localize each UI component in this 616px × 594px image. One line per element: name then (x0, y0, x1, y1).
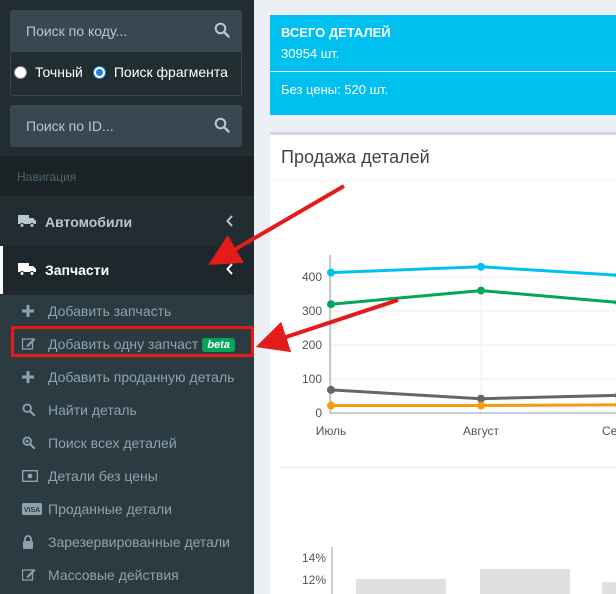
chart-divider (280, 467, 616, 468)
submenu-item-no-price[interactable]: Детали без цены (0, 460, 254, 492)
bar-y-tick-label: 12% (302, 573, 326, 587)
plus-icon (22, 304, 34, 320)
sales-box-title: Продажа деталей (281, 147, 430, 167)
info-box-divider (270, 71, 616, 72)
series-point-0 (327, 268, 335, 277)
series-point-1 (477, 286, 485, 295)
fragment-radio-label: Поиск фрагмента (113, 64, 228, 80)
submenu-label: Добавить запчасть (48, 303, 172, 319)
sales-bar-chart: 14% 12% (302, 547, 616, 594)
exact-radio-label: Точный (35, 64, 83, 80)
y-tick-label: 400 (302, 270, 322, 284)
submenu-label-text: Добавить одну запчаст (48, 336, 199, 352)
parts-submenu: Добавить запчасть Добавить одну запчаст b… (0, 295, 254, 594)
search-icon (22, 403, 36, 419)
series-point-2 (477, 394, 485, 403)
truck-icon (18, 262, 36, 279)
info-box-no-price: Без цены: 520 шт. (281, 82, 389, 97)
bar (480, 569, 570, 594)
beta-badge: beta (202, 338, 235, 352)
x-tick-label: Август (463, 424, 500, 438)
bar (602, 582, 616, 594)
x-tick-label: Июль (316, 424, 347, 438)
submenu-item-search-all[interactable]: Поиск всех деталей (0, 427, 254, 459)
submenu-label: Детали без цены (48, 468, 158, 484)
fragment-radio[interactable] (92, 65, 106, 79)
nav-item-label: Автомобили (45, 214, 133, 230)
submenu-label: Добавить проданную деталь (48, 369, 235, 385)
search-plus-icon (22, 436, 36, 452)
series-point-3 (327, 401, 335, 410)
submenu-label: Найти деталь (48, 402, 137, 418)
submenu-item-sold-parts[interactable]: VISA Проданные детали (0, 493, 254, 525)
truck-icon (18, 214, 36, 231)
code-search-field[interactable]: Поиск по коду... (10, 10, 242, 52)
submenu-item-add-sold-part[interactable]: Добавить проданную деталь (0, 361, 254, 393)
svg-text:VISA: VISA (24, 507, 40, 514)
bar (356, 578, 446, 594)
submenu-item-find-part[interactable]: Найти деталь (0, 394, 254, 426)
info-box-title: ВСЕГО ДЕТАЛЕЙ (281, 25, 391, 40)
submenu-label: Добавить одну запчаст beta (48, 336, 235, 353)
submenu-label: Поиск всех деталей (48, 435, 177, 451)
nav-item-parts[interactable]: Запчасти (0, 246, 254, 294)
edit-icon (21, 337, 36, 353)
y-tick-label: 0 (315, 406, 322, 420)
code-search-placeholder: Поиск по коду... (26, 23, 128, 39)
nav-item-cars[interactable]: Автомобили (0, 198, 254, 246)
chevron-left-icon (226, 212, 234, 232)
series-point-2 (327, 385, 335, 394)
submenu-label: Проданные детали (48, 501, 173, 517)
money-icon (21, 469, 39, 485)
sales-line-chart: 0100200300400ИюльАвгустСентя (302, 255, 616, 438)
sales-box: Продажа деталей 0 100 200 300 400 Июль Август С… (270, 132, 616, 594)
exact-radio[interactable] (14, 65, 27, 79)
submenu-item-add-one-part[interactable]: Добавить одну запчаст beta (0, 328, 254, 360)
nav-item-label: Запчасти (45, 262, 110, 278)
submenu-item-bulk-actions[interactable]: Массовые действия (0, 559, 254, 591)
series-point-0 (477, 262, 485, 271)
total-parts-info-box: ВСЕГО ДЕТАЛЕЙ 30954 шт. Без цены: 520 шт… (270, 15, 616, 115)
sidebar: Поиск по коду... Точный Поиск фрагмента … (0, 0, 254, 594)
bar-y-tick-label: 14% (302, 551, 326, 565)
chevron-left-icon (226, 260, 234, 280)
series-point-3 (477, 401, 485, 410)
id-search-placeholder: Поиск по ID... (26, 118, 114, 134)
search-icon[interactable] (214, 117, 230, 138)
nav-header-bar (0, 156, 254, 196)
info-box-count: 30954 шт. (281, 46, 340, 61)
search-icon[interactable] (214, 22, 230, 43)
y-tick-label: 100 (302, 372, 322, 386)
lock-icon (22, 535, 34, 552)
visa-card-icon: VISA (22, 502, 42, 518)
submenu-item-reserved-parts[interactable]: Зарезервированные детали (0, 526, 254, 558)
x-tick-label: Сентя (602, 424, 616, 438)
id-search-field[interactable]: Поиск по ID... (10, 105, 242, 147)
box-header-divider (270, 180, 616, 181)
submenu-label: Массовые действия (48, 567, 179, 583)
search-mode-panel (10, 50, 242, 96)
plus-icon (22, 370, 34, 386)
highlight-frame (11, 326, 254, 357)
submenu-label: Зарезервированные детали (48, 534, 230, 550)
search-mode-options: Точный Поиск фрагмента (14, 64, 228, 80)
submenu-item-add-part[interactable]: Добавить запчасть (0, 295, 254, 327)
edit-icon (21, 568, 36, 584)
nav-header: Навигация (17, 170, 77, 184)
